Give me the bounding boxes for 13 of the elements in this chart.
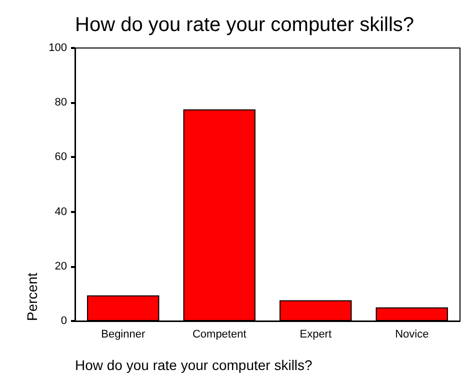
x-tick-label: Expert [300,328,332,340]
y-tick-label: 100 [48,42,67,54]
y-axis-title: Percent [24,272,40,321]
chart-title: How do you rate your computer skills? [75,14,414,36]
y-tick-label: 0 [60,315,67,327]
y-tick-label: 20 [54,260,67,272]
x-tick-label: Novice [395,328,429,340]
y-tick-label: 80 [54,96,67,109]
x-tick-label: Competent [192,328,246,340]
x-axis-title: How do you rate your computer skills? [75,357,313,373]
x-tick-label: Beginner [101,328,146,340]
y-tick-label: 40 [54,206,67,218]
y-tick-label: 60 [54,151,67,164]
